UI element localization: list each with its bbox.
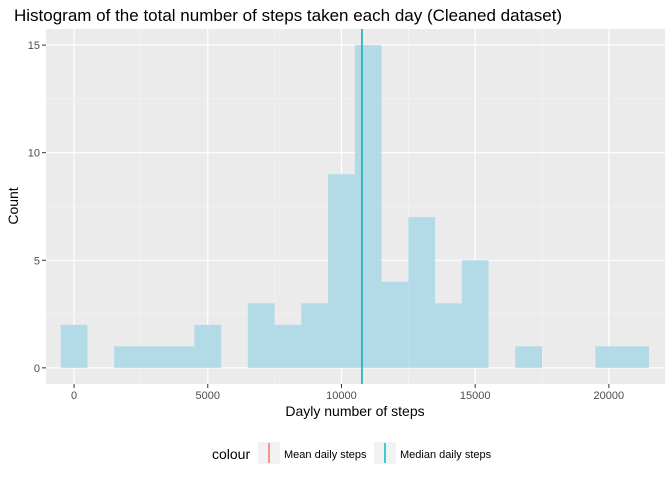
x-tick-label: 5000 — [196, 390, 220, 402]
legend: colour Mean daily steps Median daily step… — [212, 442, 492, 464]
legend-label: Median daily steps — [400, 449, 492, 461]
x-tick-label: 20000 — [594, 390, 625, 402]
y-tick-label: 5 — [34, 255, 40, 267]
x-axis-label: Dayly number of steps — [285, 403, 424, 419]
histogram-bar — [301, 303, 329, 368]
histogram-bar — [461, 260, 489, 368]
x-tick-label: 0 — [71, 390, 77, 402]
histogram-bar — [622, 346, 649, 368]
x-tick-label: 10000 — [326, 390, 357, 402]
histogram-bar — [515, 346, 543, 368]
histogram-bar — [435, 303, 462, 368]
histogram-bar — [408, 217, 436, 368]
histogram-bar — [114, 346, 141, 368]
histogram-bar — [60, 324, 88, 368]
histogram-bar — [354, 45, 382, 368]
histogram-bar — [595, 346, 623, 368]
y-tick-label: 15 — [28, 40, 40, 52]
histogram-bar — [167, 346, 195, 368]
y-tick-label: 10 — [28, 148, 40, 160]
histogram-bar — [140, 346, 168, 368]
x-axis-ticks: 0 5000 10000 15000 20000 — [71, 384, 624, 402]
histogram-bar — [328, 174, 355, 368]
histogram-bar — [381, 281, 409, 368]
histogram-bar — [247, 303, 275, 368]
y-tick-label: 0 — [34, 363, 40, 375]
y-axis-label: Count — [5, 187, 21, 224]
histogram-bar — [194, 324, 222, 368]
x-tick-label: 15000 — [460, 390, 491, 402]
histogram-bar — [274, 324, 302, 368]
legend-title: colour — [212, 446, 250, 462]
legend-label: Mean daily steps — [284, 449, 367, 461]
y-axis-ticks: 0 5 10 15 — [28, 40, 46, 375]
histogram-bars — [60, 45, 649, 368]
chart-title: Histogram of the total number of steps t… — [14, 6, 562, 25]
